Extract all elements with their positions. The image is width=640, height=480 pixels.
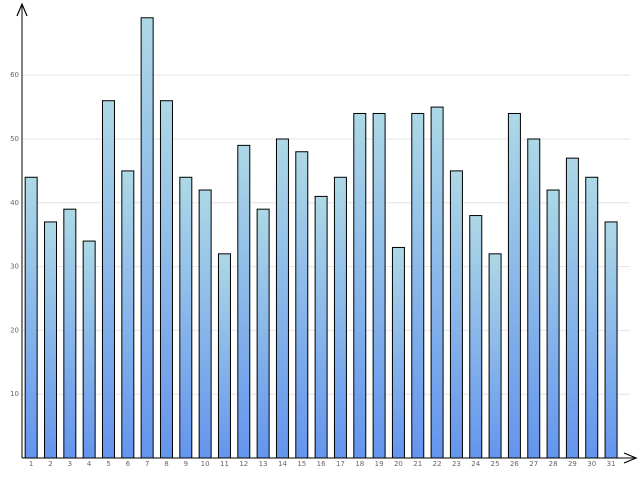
bar (140, 17, 154, 459)
x-tick-label: 27 (529, 460, 538, 468)
x-tick-label: 22 (433, 460, 442, 468)
bar (353, 112, 367, 459)
bar (372, 112, 386, 459)
x-tick-label: 29 (568, 460, 577, 468)
x-tick-label: 6 (126, 460, 131, 468)
x-tick-label: 25 (491, 460, 500, 468)
bar (121, 170, 135, 459)
y-tick-label: 40 (10, 199, 19, 207)
bar (604, 221, 618, 459)
bar (507, 112, 521, 459)
x-tick-label: 28 (549, 460, 558, 468)
x-tick-label: 3 (68, 460, 72, 468)
bar (237, 144, 251, 459)
y-tick-label: 50 (10, 135, 19, 143)
bar (430, 106, 444, 459)
x-tick-label: 10 (201, 460, 210, 468)
x-tick-label: 18 (355, 460, 364, 468)
x-tick-label: 20 (394, 460, 403, 468)
x-axis-arrow (623, 452, 638, 464)
x-tick-label: 4 (87, 460, 92, 468)
y-axis-arrow (16, 2, 28, 17)
x-tick-label: 9 (184, 460, 188, 468)
bar (488, 253, 502, 459)
x-tick-label: 19 (375, 460, 384, 468)
x-tick-label: 21 (413, 460, 422, 468)
x-tick-label: 12 (239, 460, 248, 468)
bar (527, 138, 541, 459)
x-tick-label: 16 (317, 460, 326, 468)
x-tick-label: 11 (220, 460, 229, 468)
x-tick-label: 5 (106, 460, 110, 468)
bar (469, 215, 483, 459)
x-tick-label: 14 (278, 460, 287, 468)
x-tick-label: 31 (607, 460, 616, 468)
x-tick-label: 13 (259, 460, 268, 468)
y-tick-label: 30 (10, 263, 19, 271)
x-tick-label: 7 (145, 460, 149, 468)
bar (101, 100, 115, 459)
bar (43, 221, 57, 459)
bar (217, 253, 231, 459)
bar (159, 100, 173, 459)
bar (63, 208, 77, 459)
x-tick-label: 30 (587, 460, 596, 468)
x-tick-label: 26 (510, 460, 519, 468)
x-tick-label: 23 (452, 460, 461, 468)
bar (314, 195, 328, 459)
bar (449, 170, 463, 459)
bar (546, 189, 560, 459)
bar (565, 157, 579, 459)
bar (179, 176, 193, 459)
bar (82, 240, 96, 459)
x-tick-label: 2 (48, 460, 52, 468)
x-tick-label: 1 (29, 460, 33, 468)
bar (24, 176, 38, 459)
bar (333, 176, 347, 459)
bar (295, 151, 309, 459)
bar (256, 208, 270, 459)
bars: 1 2 3 4 5 6 7 8 9 10 11 12 13 14 15 16 17 18 19 20 21 22 23 24 2… (24, 17, 618, 468)
x-tick-label: 17 (336, 460, 345, 468)
bar (585, 176, 599, 459)
bar (198, 189, 212, 459)
y-tick-label: 10 (10, 390, 19, 398)
y-tick-label: 60 (10, 71, 19, 79)
bar (275, 138, 289, 459)
bar (391, 246, 405, 459)
y-tick-label: 20 (10, 326, 19, 334)
x-tick-label: 8 (164, 460, 168, 468)
bar (411, 112, 425, 459)
x-tick-label: 15 (297, 460, 306, 468)
x-tick-label: 24 (471, 460, 480, 468)
